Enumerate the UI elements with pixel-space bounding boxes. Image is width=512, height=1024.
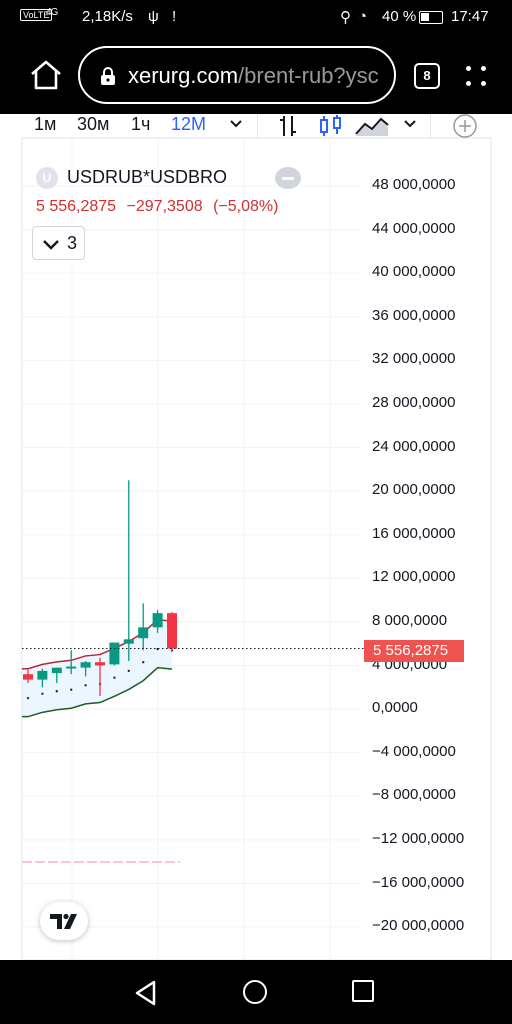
signal-indicator: 4G [46,7,58,18]
indicator-dot [84,684,87,687]
chevron-down-icon[interactable] [229,119,243,129]
chart-frame [21,137,492,960]
price-scale-tick: 36 000,0000 [372,306,456,324]
price-scale-tick: 12 000,0000 [372,568,456,586]
last-price: 5 556,2875 [36,198,117,215]
candle-body [95,662,105,666]
price-scale-tick: 16 000,0000 [372,524,456,542]
candle-body [123,639,134,644]
rotation-icon: ◔ [358,8,368,25]
symbol-values: 5 556,2875 −297,3508 (−5,08%) [36,198,284,216]
envelope-lower-line [22,666,173,718]
home-nav-icon[interactable] [243,980,267,1004]
url-path: /brent-rub?ysc [238,63,379,88]
envelope-band [22,619,172,717]
url-domain: xerurg.com [128,63,239,88]
timeframe-12M[interactable]: 12М [171,114,207,134]
indicator-dot [142,661,145,664]
indicators-toggle-button[interactable]: 3 [32,226,85,260]
symbol-logo: U [36,167,58,189]
price-scale-tick: 48 000,0000 [372,176,456,193]
price-scale-tick: 8 000,0000 [372,612,448,629]
alert-icon: ! [172,8,177,25]
candle-body [167,613,177,649]
tradingview-logo[interactable] [40,902,88,940]
chart-toolbar: 1м 30м 1ч 12М [0,114,512,138]
current-price-label: 5 556,2875 [364,640,464,662]
candle-body [80,662,91,668]
price-scale-tick: −12 000,0000 [372,830,465,847]
usb-icon: ψ [148,8,159,25]
price-scale-tick: 0,0000 [372,699,418,717]
price-change: −297,3508 [126,198,203,215]
recent-apps-icon[interactable] [352,980,374,1002]
chart-page: 1м 30м 1ч 12М U USDRUB*USDBRO 5 556,2875… [0,114,512,960]
candle-body [51,667,62,674]
timeframe-1m[interactable]: 1м [34,114,57,134]
add-indicator-icon[interactable] [452,114,478,138]
bar-chart-type-icon[interactable] [276,114,300,138]
price-scale-tick: 24 000,0000 [372,437,456,455]
toolbar-divider [257,114,258,138]
price-scale-tick: −8 000,0000 [372,786,456,804]
candle-body [23,674,33,680]
indicator-dot [26,696,30,700]
system-navigation-bar [0,960,512,1024]
area-chart-type-icon[interactable] [355,116,389,136]
tab-switcher-button[interactable]: 8 [414,63,440,89]
remove-symbol-button[interactable] [275,167,301,189]
symbol-name[interactable]: USDRUB*USDBRO [67,167,228,187]
battery-percent: 40 % [382,8,417,25]
timeframe-30m[interactable]: 30м [77,114,110,134]
status-bar: VoLTE 4G 2,18K/s ψ ! ⚲ ◔ 40 % 17:47 [0,0,512,36]
indicator-dot [70,688,73,691]
price-scale-tick: 44 000,0000 [372,219,456,237]
indicator-dot [113,676,116,679]
toolbar-divider [430,114,431,138]
candle-body [37,670,48,680]
chevron-down-icon[interactable] [403,119,417,129]
browser-toolbar: xerurg.com/brent-rub?ysc 8 [0,36,512,114]
candles-chart-type-icon[interactable] [318,114,344,138]
price-scale-tick: −16 000,0000 [372,873,465,891]
volte-indicator: VoLTE [20,9,53,21]
candle-body [66,666,77,669]
indicator-dot [41,692,44,696]
price-change-percent: (−5,08%) [213,198,279,215]
more-menu-icon[interactable] [462,62,490,90]
location-icon: ⚲ [340,9,351,26]
candle-body [138,627,149,639]
indicator-dot [127,669,130,673]
tradingview-icon [50,913,77,929]
lock-icon [101,67,115,85]
price-scale-tick: 28 000,0000 [372,394,456,411]
chevron-down-icon [43,240,59,250]
price-scale-tick: 20 000,0000 [372,481,456,499]
url-text: xerurg.com/brent-rub?ysc [128,63,379,89]
price-chart[interactable] [0,114,512,960]
indicators-count: 3 [67,233,78,253]
battery-icon [419,11,443,24]
price-scale-tick: 32 000,0000 [372,350,456,368]
network-speed: 2,18K/s [82,8,133,25]
candle-body [109,642,120,665]
home-icon[interactable] [28,58,64,92]
price-scale-tick: −20 000,0000 [372,917,465,935]
address-bar[interactable]: xerurg.com/brent-rub?ysc [78,46,396,104]
clock: 17:47 [451,8,489,25]
timeframe-1h[interactable]: 1ч [131,114,151,134]
indicator-dot [55,690,58,693]
back-icon[interactable] [134,980,158,1006]
price-scale-tick: 40 000,0000 [372,263,456,281]
price-scale-tick: −4 000,0000 [372,742,456,760]
candle-body [152,613,163,628]
